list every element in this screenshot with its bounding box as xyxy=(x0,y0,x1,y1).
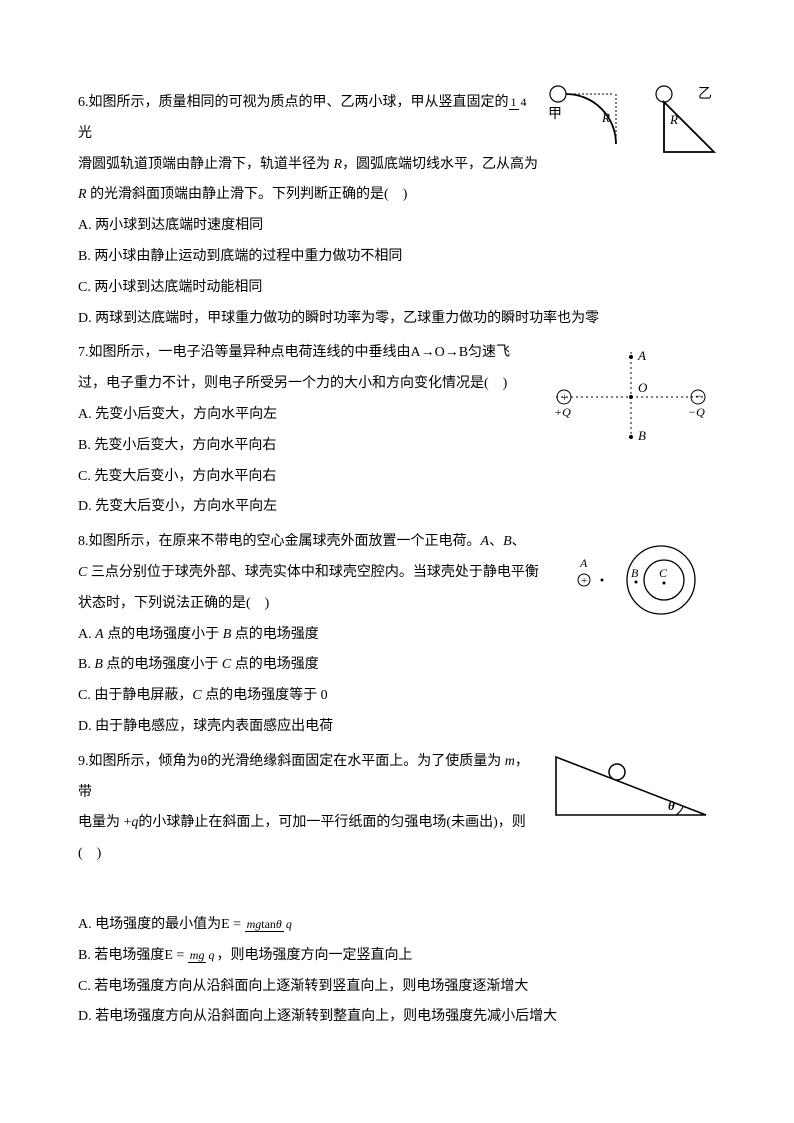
option-c: C. 由于静电屏蔽，C 点的电场强度等于 0 xyxy=(78,681,716,712)
svg-text:B: B xyxy=(631,566,639,580)
q8-figure: + A B C xyxy=(546,535,716,638)
q9-figure: θ xyxy=(546,747,716,840)
svg-text:θ: θ xyxy=(668,798,675,813)
q8-options: A. A 点的电场强度小于 B 点的电场强度 B. B 点的电场强度小于 C 点… xyxy=(78,620,716,743)
q9-line2: 电量为 +q的小球静止在斜面上，可加一平行纸面的匀强电场(未画出)，则( ) xyxy=(78,815,526,861)
svg-text:O: O xyxy=(638,380,648,395)
svg-text:A: A xyxy=(637,348,646,363)
q6-line3: R 的光滑斜面顶端由静止滑下。下列判断正确的是( ) xyxy=(78,187,407,202)
q9-line1: 如图所示，倾角为θ的光滑绝缘斜面固定在水平面上。为了使质量为 m，带 xyxy=(78,754,529,800)
option-b: B. 若电场强度E = mgq，则电场强度方向一定竖直向上 xyxy=(78,941,716,972)
svg-text:+: + xyxy=(561,390,568,404)
option-d: D. 由于静电感应，球壳内表面感应出电荷 xyxy=(78,712,716,743)
option-a: A. 电场强度的最小值为E = mgtanθq xyxy=(78,910,716,941)
question-7: + − A B O +Q −Q 7.如图所示，一电子沿等量异种点电荷连线的中垂线… xyxy=(78,338,716,523)
svg-text:−Q: −Q xyxy=(688,405,705,419)
q7-figure: + − A B O +Q −Q xyxy=(546,342,716,465)
svg-text:甲: 甲 xyxy=(548,107,562,122)
q8-line1: 如图所示，在原来不带电的空心金属球壳外面放置一个正电荷。A、B、 xyxy=(89,534,526,549)
q6-figure: R 甲 R 乙 xyxy=(546,84,716,177)
svg-text:−: − xyxy=(695,389,702,403)
svg-text:A: A xyxy=(579,556,588,570)
q7-line1: 如图所示，一电子沿等量异种点电荷连线的中垂线由A→O→B匀速飞 xyxy=(89,345,511,360)
svg-text:B: B xyxy=(638,428,646,443)
option-b: B. B 点的电场强度小于 C 点的电场强度 xyxy=(78,650,716,681)
q6-line1: 6.如图所示，质量相同的可视为质点的甲、乙两小球，甲从竖直固定的FRAC14光如… xyxy=(78,95,529,141)
svg-text:+Q: +Q xyxy=(554,405,571,419)
svg-text:R: R xyxy=(669,112,678,127)
q8-text: 8.如图所示，在原来不带电的空心金属球壳外面放置一个正电荷。A、B、 C 三点分… xyxy=(78,527,541,619)
option-d: D. 若电场强度方向从沿斜面向上逐渐转到整直向上，则电场强度先减小后增大 xyxy=(78,1002,716,1033)
q9-text: 9.如图所示，倾角为θ的光滑绝缘斜面固定在水平面上。为了使质量为 m，带 电量为… xyxy=(78,747,541,870)
q8-line2: C 三点分别位于球壳外部、球壳实体中和球壳空腔内。当球壳处于静电平衡 xyxy=(78,565,539,580)
q7-line2: 过，电子重力不计，则电子所受另一个力的大小和方向变化情况是( ) xyxy=(78,376,507,391)
option-d: D. 两球到达底端时，甲球重力做功的瞬时功率为零，乙球重力做功的瞬时功率也为零 xyxy=(78,304,716,335)
question-8: + A B C 8.如图所示，在原来不带电的空心金属球壳外面放置一个正电荷。A、… xyxy=(78,527,716,743)
option-c: C. 先变大后变小，方向水平向右 xyxy=(78,462,716,493)
option-d: D. 先变大后变小，方向水平向左 xyxy=(78,492,716,523)
svg-text:乙: 乙 xyxy=(698,86,712,102)
option-c: C. 若电场强度方向从沿斜面向上逐渐转到竖直向上，则电场强度逐渐增大 xyxy=(78,972,716,1003)
svg-text:+: + xyxy=(581,575,587,587)
q6-line2: 滑圆弧轨道顶端由静止滑下，轨道半径为 R，圆弧底端切线水平，乙从高为 xyxy=(78,157,538,172)
option-c: C. 两小球到达底端时动能相同 xyxy=(78,273,716,304)
question-9: θ 9.如图所示，倾角为θ的光滑绝缘斜面固定在水平面上。为了使质量为 m，带 电… xyxy=(78,747,716,1033)
q9-options: A. 电场强度的最小值为E = mgtanθq B. 若电场强度E = mgq，… xyxy=(78,910,716,1033)
q7-text: 7.如图所示，一电子沿等量异种点电荷连线的中垂线由A→O→B匀速飞 过，电子重力… xyxy=(78,338,541,400)
svg-text:R: R xyxy=(601,110,610,125)
option-a: A. 两小球到达底端时速度相同 xyxy=(78,211,716,242)
q6-text: 6.如图所示，质量相同的可视为质点的甲、乙两小球，甲从竖直固定的FRAC14光如… xyxy=(78,88,541,211)
option-b: B. 两小球由静止运动到底端的过程中重力做功不相同 xyxy=(78,242,716,273)
q8-line3: 状态时，下列说法正确的是( ) xyxy=(78,596,269,611)
svg-text:C: C xyxy=(659,566,668,580)
question-6: R 甲 R 乙 6.如图所示，质量相同的可视为质点的甲、乙两小球，甲从竖直固定的… xyxy=(78,88,716,334)
q6-options: A. 两小球到达底端时速度相同 B. 两小球由静止运动到底端的过程中重力做功不相… xyxy=(78,211,716,334)
